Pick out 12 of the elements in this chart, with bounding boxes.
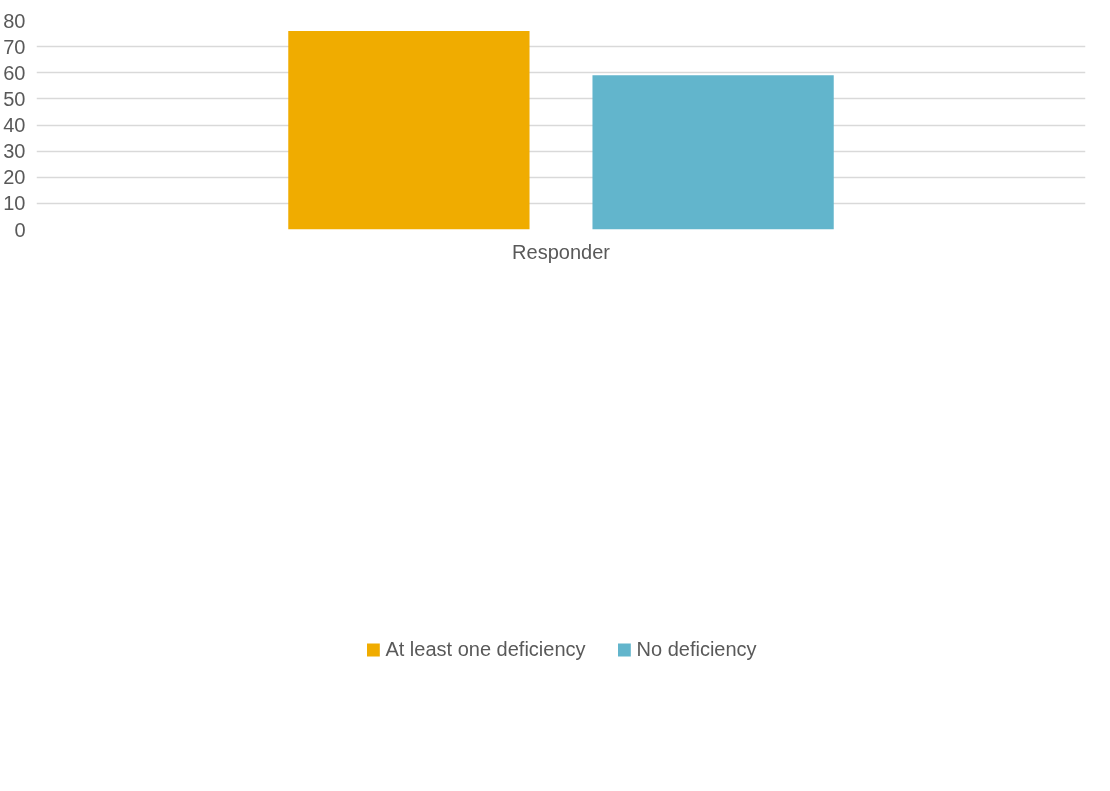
y-tick-label: 20 [3,166,26,189]
y-tick-label: 40 [3,114,26,136]
y-tick-label: 30 [3,140,26,163]
y-tick-label: 10 [3,192,26,215]
y-tick-label: 60 [3,61,26,84]
legend-label: No deficiency [636,637,757,661]
y-tick-label: 0 [14,218,26,241]
legend-label: At least one deficiency [385,637,586,661]
x-tick-label: Responder [512,240,611,263]
y-tick-label: 50 [3,87,26,110]
y-tick-label: 70 [3,35,26,58]
y-tick-label: 80 [3,9,26,32]
